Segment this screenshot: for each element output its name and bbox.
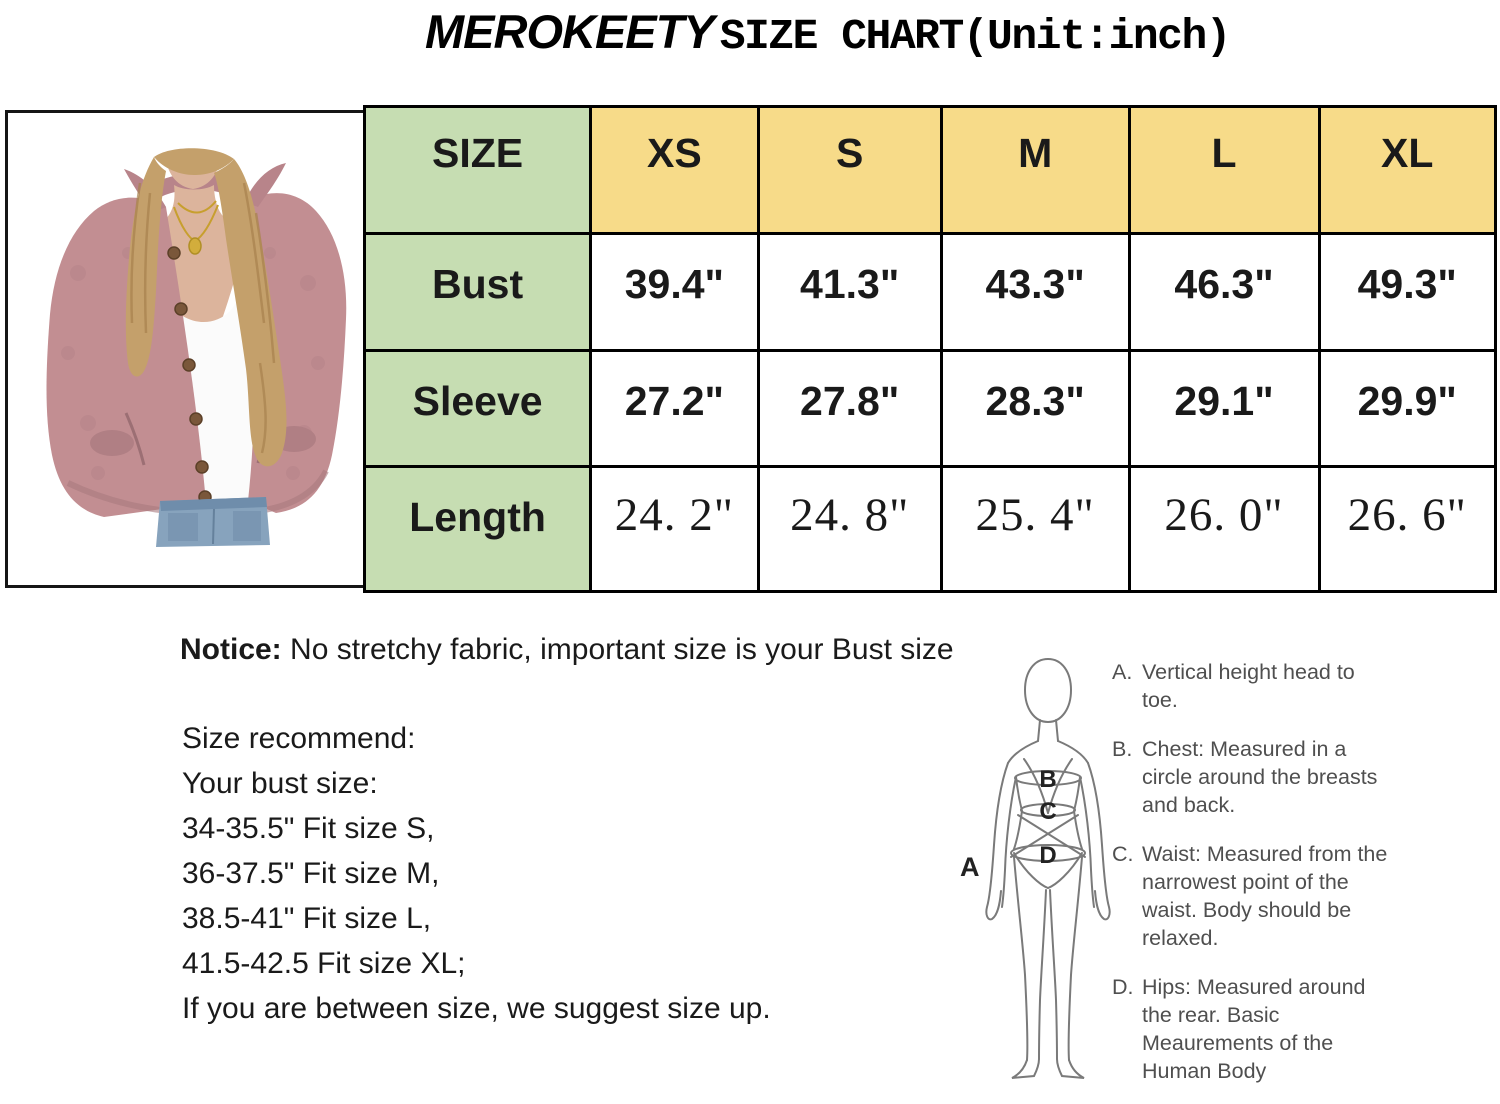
product-photo [5, 110, 366, 588]
figure-label-c: C [1039, 798, 1056, 825]
notice-line: Notice: No stretchy fabric, important si… [180, 633, 954, 667]
column-header-l: L [1127, 105, 1321, 235]
figure-label-b: B [1039, 766, 1056, 793]
column-header-xs: XS [589, 105, 760, 235]
guide-text: Vertical height head to toe. [1142, 660, 1355, 712]
jacket-model-illustration [8, 113, 363, 585]
body-measurement-figure: A B C D [930, 645, 1115, 1104]
size-value-cell: 27.8" [756, 349, 943, 468]
notice-label: Notice: [180, 633, 282, 666]
size-value-cell: 46.3" [1127, 232, 1321, 352]
recommend-line: Size recommend: [182, 722, 416, 755]
size-value-cell: 24. 2" [589, 465, 760, 593]
guide-key: B. [1112, 737, 1133, 761]
guide-text: Chest: Measured in a circle around the b… [1142, 737, 1378, 817]
size-value-cell: 29.1" [1127, 349, 1321, 468]
guide-key: A. [1112, 660, 1133, 684]
recommend-line: 34-35.5" Fit size S, [182, 812, 435, 845]
size-value-cell: 27.2" [589, 349, 760, 468]
size-table: SIZE XS S M L XL Bust 39.4" 41.3" 43.3" … [362, 105, 1498, 593]
column-header-size: SIZE [362, 105, 593, 235]
measurement-diagram: A B C D [960, 657, 1111, 1079]
guide-key: C. [1112, 842, 1134, 866]
recommend-line: 41.5-42.5 Fit size XL; [182, 947, 466, 980]
column-header-xl: XL [1317, 105, 1498, 235]
recommend-line: If you are between size, we suggest size… [182, 992, 771, 1025]
size-value-cell: 49.3" [1317, 232, 1498, 352]
brand-name: MEROKEETY [425, 5, 715, 58]
guide-item-b: B. Chest: Measured in a circle around th… [1112, 735, 1390, 819]
recommend-line: 36-37.5" Fit size M, [182, 857, 440, 890]
title-text: SIZE CHART(Unit:inch) [719, 12, 1232, 61]
row-label-sleeve: Sleeve [362, 349, 593, 468]
size-value-cell: 28.3" [939, 349, 1131, 468]
size-value-cell: 24. 8" [756, 465, 943, 593]
column-header-s: S [756, 105, 943, 235]
row-label-bust: Bust [362, 232, 593, 352]
table-header-row: SIZE XS S M L XL [362, 105, 1498, 235]
size-value-cell: 26. 6" [1317, 465, 1498, 593]
notice-text: No stretchy fabric, important size is yo… [281, 633, 954, 666]
guide-text: Waist: Measured from the narrowest point… [1142, 842, 1388, 950]
guide-key: D. [1112, 975, 1134, 999]
guide-item-a: A. Vertical height head to toe. [1112, 658, 1390, 714]
size-recommend-block: Size recommend: Your bust size: 34-35.5"… [182, 716, 771, 1031]
size-value-cell: 25. 4" [939, 465, 1131, 593]
table-row-length: Length 24. 2" 24. 8" 25. 4" 26. 0" 26. 6… [362, 465, 1498, 593]
recommend-line: 38.5-41" Fit size L, [182, 902, 432, 935]
figure-label-d: D [1039, 842, 1056, 869]
table-row-sleeve: Sleeve 27.2" 27.8" 28.3" 29.1" 29.9" [362, 349, 1498, 468]
figure-label-a: A [960, 852, 980, 882]
size-value-cell: 39.4" [589, 232, 760, 352]
size-value-cell: 41.3" [756, 232, 943, 352]
recommend-line: Your bust size: [182, 767, 378, 800]
table-row-bust: Bust 39.4" 41.3" 43.3" 46.3" 49.3" [362, 232, 1498, 352]
size-value-cell: 26. 0" [1127, 465, 1321, 593]
column-header-m: M [939, 105, 1131, 235]
size-value-cell: 29.9" [1317, 349, 1498, 468]
page-title: MEROKEETY SIZE CHART(Unit:inch) [425, 4, 1232, 61]
measuring-guide: A. Vertical height head to toe. B. Chest… [1112, 658, 1390, 1104]
guide-item-d: D. Hips: Measured around the rear. Basic… [1112, 973, 1390, 1085]
row-label-length: Length [362, 465, 593, 593]
size-value-cell: 43.3" [939, 232, 1131, 352]
guide-item-c: C. Waist: Measured from the narrowest po… [1112, 840, 1390, 952]
guide-text: Hips: Measured around the rear. Basic Me… [1142, 975, 1366, 1083]
